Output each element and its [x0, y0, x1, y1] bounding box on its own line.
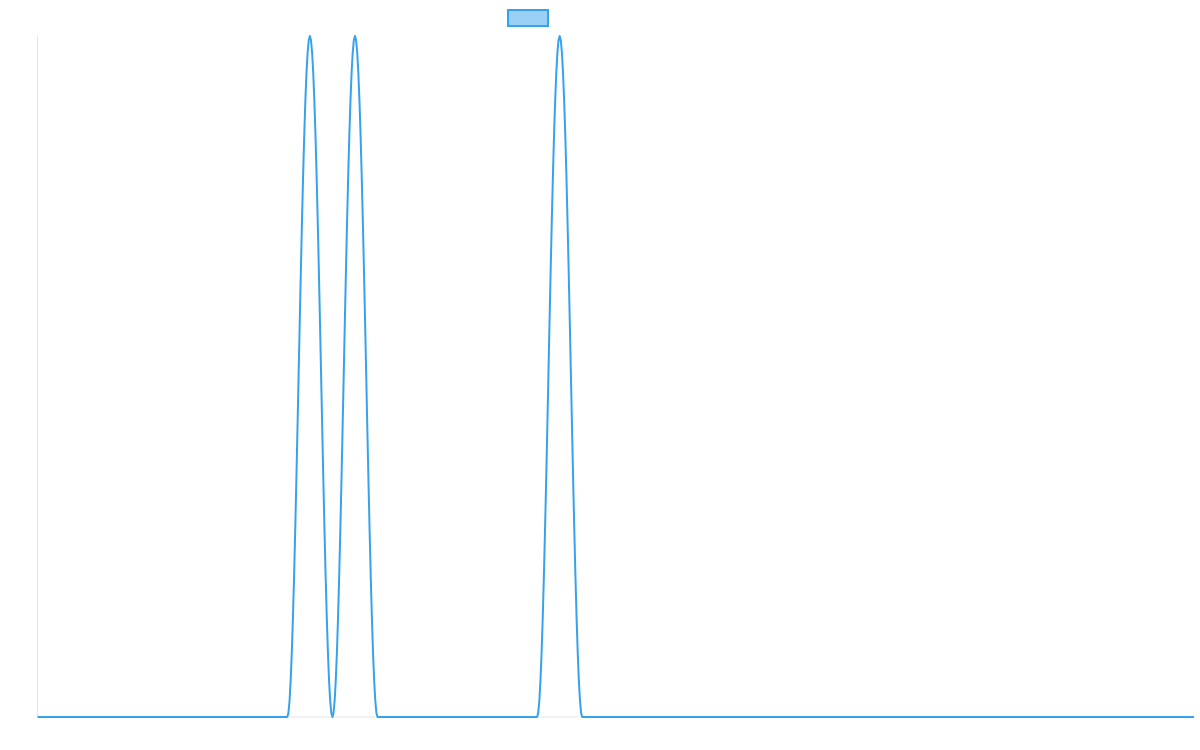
- legend-swatch[interactable]: [507, 9, 549, 27]
- series-line: [37, 35, 1194, 718]
